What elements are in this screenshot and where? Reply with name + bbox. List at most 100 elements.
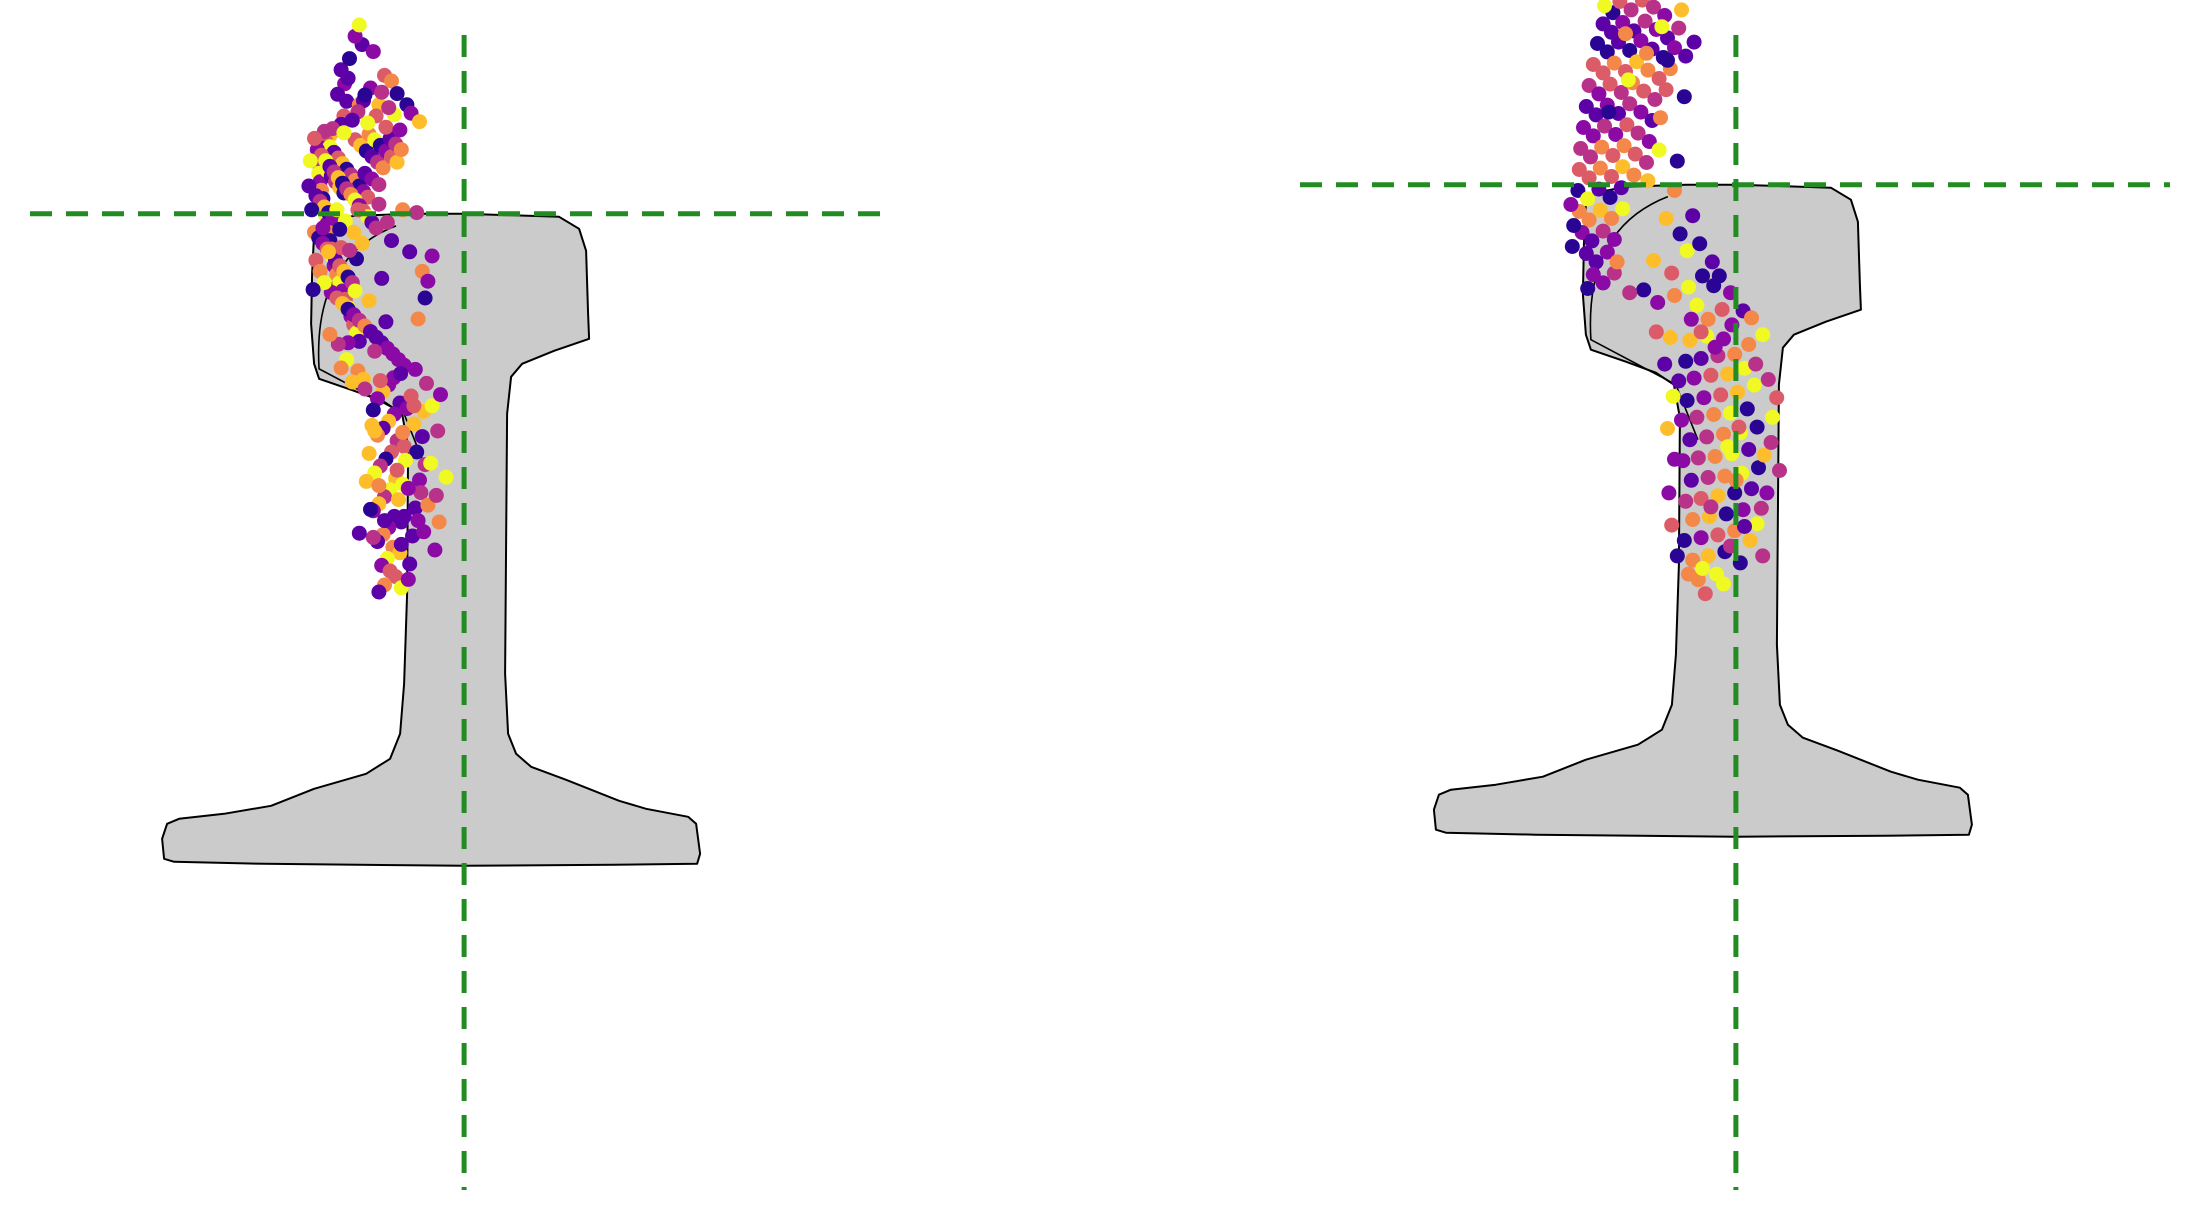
scatter-point <box>371 177 387 193</box>
scatter-point <box>1601 104 1617 120</box>
scatter-point <box>392 122 408 138</box>
scatter-point <box>402 244 418 260</box>
scatter-point <box>416 524 432 540</box>
scatter-point <box>1753 500 1769 516</box>
scatter-point <box>378 119 394 135</box>
scatter-point <box>365 44 381 60</box>
scatter-point <box>1584 233 1600 249</box>
scatter-point <box>420 273 436 289</box>
scatter-point <box>1595 275 1611 291</box>
scatter-point <box>1622 43 1638 58</box>
scatter-point <box>1671 373 1687 389</box>
scatter-point <box>1741 337 1757 352</box>
scatter-point <box>1685 208 1701 224</box>
scatter-point <box>407 500 423 516</box>
scatter-point <box>1658 211 1674 226</box>
scatter-point <box>1710 527 1726 543</box>
scatter-point <box>1602 76 1618 92</box>
scatter-point <box>1695 268 1710 284</box>
scatter-point <box>1599 244 1615 260</box>
scatter-point <box>1683 472 1699 488</box>
scatter-point <box>1662 330 1678 345</box>
scatter-point <box>1585 267 1601 282</box>
scatter-point <box>1647 92 1663 107</box>
scatter-point <box>371 478 387 494</box>
scatter-point <box>1710 488 1726 504</box>
scatter-point <box>389 154 405 170</box>
scatter-point <box>1674 412 1689 428</box>
scatter-point <box>1682 332 1698 348</box>
scatter-point <box>1716 426 1731 442</box>
scatter-point <box>410 311 426 327</box>
scatter-point <box>1594 139 1610 155</box>
scatter-point <box>410 513 426 529</box>
scatter-point <box>406 398 422 414</box>
scatter-point <box>1700 311 1716 327</box>
scatter-point <box>1658 82 1674 98</box>
scatter-point <box>344 112 360 128</box>
scatter-point <box>344 374 360 390</box>
scatter-point <box>1678 48 1694 64</box>
scatter-point <box>304 202 320 218</box>
scatter-point <box>336 125 352 141</box>
scatter-point <box>1660 52 1675 68</box>
scatter-point <box>1685 552 1701 568</box>
scatter-point <box>363 501 378 517</box>
scatter-point <box>377 513 392 529</box>
scatter-point <box>1756 447 1772 463</box>
scatter-point <box>388 569 404 585</box>
scatter-point <box>1703 499 1719 515</box>
scatter-point <box>1689 297 1705 313</box>
scatter-point <box>1581 212 1597 228</box>
scatter-point <box>400 480 416 496</box>
scatter-point <box>1697 586 1713 602</box>
scatter-point <box>1749 516 1765 532</box>
scatter-point <box>371 584 387 600</box>
scatter-point <box>1651 142 1667 158</box>
scatter-point <box>1679 393 1695 408</box>
scatter-point <box>417 290 433 306</box>
scatter-point <box>1755 327 1771 343</box>
scatter-point <box>1592 160 1608 176</box>
scatter-point <box>1590 36 1605 51</box>
scatter-point <box>1681 566 1696 582</box>
scatter-point <box>302 153 318 169</box>
scatter-point <box>1695 561 1710 576</box>
scatter-point <box>307 130 322 146</box>
scatter-point <box>360 115 376 131</box>
scatter-point <box>1650 295 1666 310</box>
scatter-point <box>1707 449 1723 464</box>
scatter-point <box>361 293 377 309</box>
scatter-point <box>365 529 381 545</box>
scatter-point <box>1581 170 1597 186</box>
scatter-point <box>384 73 399 89</box>
scatter-point <box>1741 442 1757 457</box>
scatter-point <box>365 402 381 418</box>
scatter-point <box>1664 517 1680 533</box>
scatter-point <box>1720 439 1736 455</box>
scatter-point <box>1693 351 1709 366</box>
scatter-point <box>1700 470 1716 485</box>
scatter-point <box>1578 99 1594 114</box>
scatter-point <box>1570 183 1586 198</box>
scatter-point <box>1664 265 1680 281</box>
scatter-point <box>322 326 338 342</box>
scatter-point <box>1616 138 1632 154</box>
scatter-point <box>1727 346 1743 362</box>
scatter-point <box>333 360 349 376</box>
scatter-point <box>431 514 447 530</box>
scatter-point <box>342 51 357 67</box>
scatter-point <box>1564 239 1580 254</box>
scatter-point <box>1583 149 1598 165</box>
scatter-point <box>368 220 384 236</box>
scatter-point <box>351 333 367 349</box>
scatter-point <box>1648 324 1664 340</box>
scatter-point <box>1637 13 1653 29</box>
scatter-point <box>1674 2 1689 18</box>
scatter-point <box>1685 512 1701 527</box>
scatter-point <box>1713 387 1729 403</box>
scatter-point <box>1646 253 1661 268</box>
scatter-point <box>1639 155 1654 170</box>
scatter-point <box>407 361 423 377</box>
scatter-point <box>409 205 425 221</box>
